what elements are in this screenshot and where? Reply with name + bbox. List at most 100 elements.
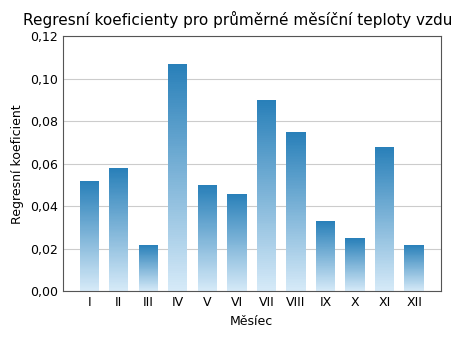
Bar — [109, 182, 128, 183]
Bar — [404, 254, 423, 255]
Bar — [256, 194, 276, 196]
Bar — [256, 280, 276, 282]
Bar — [109, 224, 128, 225]
Bar — [109, 226, 128, 227]
Bar — [198, 265, 216, 266]
Bar — [256, 223, 276, 224]
Bar — [79, 203, 99, 204]
Bar — [109, 255, 128, 256]
Bar — [227, 232, 246, 233]
Bar — [109, 188, 128, 189]
Bar — [109, 237, 128, 238]
Bar — [227, 274, 246, 275]
Bar — [168, 173, 187, 175]
Bar — [79, 190, 99, 191]
Bar — [315, 277, 334, 278]
Bar — [198, 193, 216, 194]
Bar — [315, 272, 334, 273]
Bar — [374, 180, 393, 182]
Bar — [168, 207, 187, 210]
Bar — [404, 288, 423, 289]
Bar — [315, 267, 334, 268]
Bar — [345, 269, 364, 270]
Bar — [109, 213, 128, 214]
Bar — [374, 250, 393, 251]
Bar — [227, 276, 246, 277]
Bar — [198, 222, 216, 223]
Bar — [198, 260, 216, 261]
Bar — [168, 255, 187, 257]
Bar — [198, 192, 216, 193]
Bar — [109, 228, 128, 230]
Bar — [79, 266, 99, 267]
Bar — [79, 255, 99, 256]
Bar — [79, 195, 99, 196]
Bar — [227, 245, 246, 246]
Bar — [109, 280, 128, 282]
Bar — [168, 84, 187, 87]
Bar — [138, 252, 157, 253]
Bar — [79, 270, 99, 271]
Bar — [79, 187, 99, 188]
Bar — [256, 242, 276, 244]
Bar — [256, 142, 276, 144]
Bar — [227, 233, 246, 234]
Bar — [168, 221, 187, 223]
Bar — [286, 285, 305, 287]
Bar — [227, 266, 246, 267]
Bar — [256, 226, 276, 228]
Bar — [109, 262, 128, 263]
Bar — [315, 274, 334, 275]
Bar — [286, 151, 305, 153]
Bar — [109, 263, 128, 264]
Bar — [109, 221, 128, 222]
Bar — [256, 213, 276, 215]
Bar — [374, 228, 393, 229]
Bar — [256, 221, 276, 223]
Bar — [286, 244, 305, 245]
Bar — [404, 285, 423, 286]
Bar — [256, 100, 276, 102]
Bar — [227, 247, 246, 248]
Bar — [138, 249, 157, 250]
Bar — [227, 227, 246, 228]
Bar — [198, 251, 216, 252]
Bar — [168, 125, 187, 127]
Bar — [79, 186, 99, 187]
Bar — [79, 273, 99, 274]
Bar — [198, 242, 216, 244]
Bar — [345, 261, 364, 262]
Bar — [227, 214, 246, 215]
Bar — [374, 254, 393, 255]
Bar — [138, 277, 157, 278]
Bar — [374, 209, 393, 211]
Bar — [138, 273, 157, 274]
Bar — [404, 271, 423, 272]
Bar — [256, 224, 276, 226]
Bar — [286, 234, 305, 236]
Bar — [256, 182, 276, 184]
Bar — [374, 257, 393, 258]
Bar — [168, 253, 187, 255]
Bar — [404, 284, 423, 285]
Bar — [79, 277, 99, 278]
Bar — [109, 206, 128, 207]
Bar — [404, 248, 423, 249]
Title: Regresní koeficienty pro průměrné měsíční teploty vzduchu: Regresní koeficienty pro průměrné měsíčn… — [23, 11, 451, 28]
Bar — [315, 233, 334, 234]
Bar — [168, 148, 187, 151]
Bar — [168, 166, 187, 168]
Bar — [256, 177, 276, 179]
Bar — [138, 257, 157, 258]
Bar — [286, 263, 305, 264]
Bar — [374, 167, 393, 168]
Bar — [404, 257, 423, 258]
Bar — [256, 200, 276, 201]
Bar — [227, 272, 246, 273]
Bar — [138, 256, 157, 257]
Bar — [404, 255, 423, 256]
Bar — [168, 121, 187, 123]
Bar — [256, 148, 276, 150]
Bar — [168, 280, 187, 282]
Bar — [256, 272, 276, 274]
